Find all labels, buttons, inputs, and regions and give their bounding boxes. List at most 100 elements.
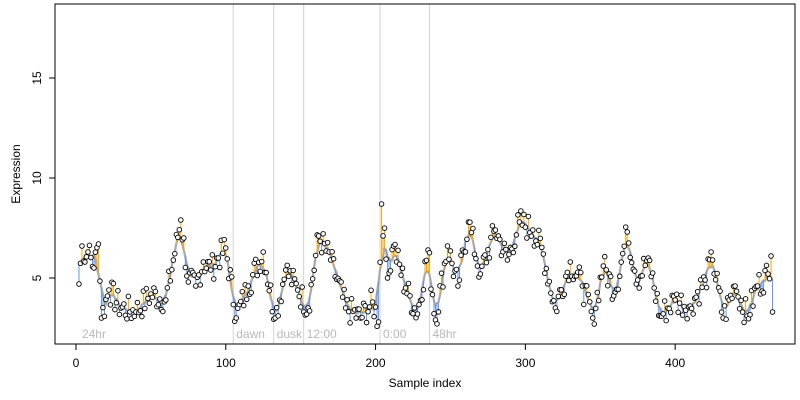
data-point-70 <box>181 235 187 241</box>
x-tick-label-0: 0 <box>73 356 80 370</box>
data-point-351 <box>602 253 608 260</box>
data-points <box>76 201 776 330</box>
data-point-136 <box>279 281 286 288</box>
data-point-349 <box>599 274 605 280</box>
data-point-324 <box>561 291 568 298</box>
data-point-287 <box>506 251 512 258</box>
data-point-299 <box>524 235 530 241</box>
data-point-17 <box>101 313 108 320</box>
data-point-187 <box>356 306 362 312</box>
data-point-292 <box>513 232 520 238</box>
data-point-440 <box>735 294 741 300</box>
data-point-97 <box>221 236 228 243</box>
data-point-103 <box>230 301 237 308</box>
data-point-110 <box>240 302 247 309</box>
y-tick-label-10: 10 <box>30 171 44 185</box>
data-point-344 <box>591 321 598 327</box>
data-point-319 <box>554 308 560 315</box>
data-point-235 <box>428 286 434 292</box>
data-point-54 <box>157 296 163 302</box>
data-point-334 <box>576 264 583 270</box>
data-point-291 <box>512 243 518 250</box>
data-point-234 <box>426 250 433 256</box>
data-point-327 <box>566 277 572 284</box>
data-point-400 <box>675 309 681 316</box>
data-point-109 <box>239 288 245 295</box>
data-point-275 <box>488 234 494 241</box>
data-point-99 <box>224 256 231 262</box>
data-point-406 <box>684 316 690 322</box>
data-point-78 <box>193 283 199 289</box>
data-point-158 <box>312 252 319 259</box>
data-point-192 <box>363 319 370 326</box>
data-point-263 <box>470 225 476 232</box>
data-point-49 <box>149 294 156 301</box>
data-point-253 <box>455 283 461 289</box>
data-point-303 <box>530 227 536 233</box>
data-point-307 <box>536 227 542 234</box>
data-point-441 <box>736 305 743 312</box>
data-point-0 <box>76 281 82 287</box>
data-point-200 <box>375 319 382 325</box>
data-point-215 <box>398 272 404 278</box>
data-point-310 <box>540 251 547 257</box>
data-point-201 <box>377 259 383 265</box>
data-point-384 <box>651 285 657 291</box>
data-point-401 <box>676 300 683 306</box>
data-point-7 <box>86 242 93 249</box>
data-point-326 <box>564 269 571 276</box>
region-label-2: dusk <box>277 327 303 341</box>
data-point-226 <box>414 311 421 317</box>
data-point-108 <box>237 298 244 305</box>
data-point-163 <box>320 231 326 237</box>
y-tick-label-5: 5 <box>30 274 44 281</box>
data-point-143 <box>290 267 296 274</box>
data-point-274 <box>486 255 493 261</box>
data-point-450 <box>750 303 756 309</box>
data-point-276 <box>489 223 496 229</box>
data-point-140 <box>285 273 292 280</box>
data-point-10 <box>91 265 97 271</box>
data-point-216 <box>399 265 406 272</box>
data-point-47 <box>146 300 153 306</box>
data-point-21 <box>107 302 114 308</box>
y-axis: 5 10 15 <box>30 71 56 281</box>
data-point-243 <box>440 284 446 290</box>
data-point-278 <box>492 227 499 233</box>
data-point-362 <box>618 259 624 265</box>
data-point-335 <box>578 269 584 276</box>
data-point-144 <box>291 276 298 282</box>
data-point-376 <box>639 273 645 279</box>
region-lines <box>232 4 430 344</box>
data-point-119 <box>254 272 260 279</box>
data-point-352 <box>603 267 610 273</box>
data-point-230 <box>420 286 427 293</box>
x-tick-label-400: 400 <box>665 356 685 370</box>
data-point-191 <box>362 303 368 309</box>
data-point-458 <box>762 267 768 274</box>
data-point-127 <box>266 287 272 294</box>
data-point-409 <box>688 305 695 312</box>
data-point-438 <box>732 283 738 289</box>
data-point-269 <box>479 263 485 270</box>
data-point-239 <box>434 321 440 327</box>
data-point-419 <box>703 284 710 291</box>
y-axis-title: Expression <box>9 144 23 203</box>
data-point-177 <box>341 286 347 293</box>
data-point-337 <box>581 301 587 308</box>
data-point-204 <box>381 225 388 231</box>
data-point-137 <box>281 276 287 282</box>
data-point-20 <box>106 287 112 293</box>
data-point-265 <box>473 255 479 262</box>
data-point-285 <box>503 246 509 253</box>
data-point-46 <box>145 295 151 302</box>
data-point-161 <box>317 238 323 244</box>
data-point-214 <box>396 261 403 267</box>
data-point-346 <box>594 289 601 296</box>
data-point-413 <box>694 288 701 295</box>
data-point-32 <box>124 316 130 322</box>
data-point-254 <box>456 277 463 283</box>
data-point-460 <box>765 271 771 277</box>
data-point-391 <box>661 298 668 304</box>
data-point-128 <box>267 282 274 288</box>
